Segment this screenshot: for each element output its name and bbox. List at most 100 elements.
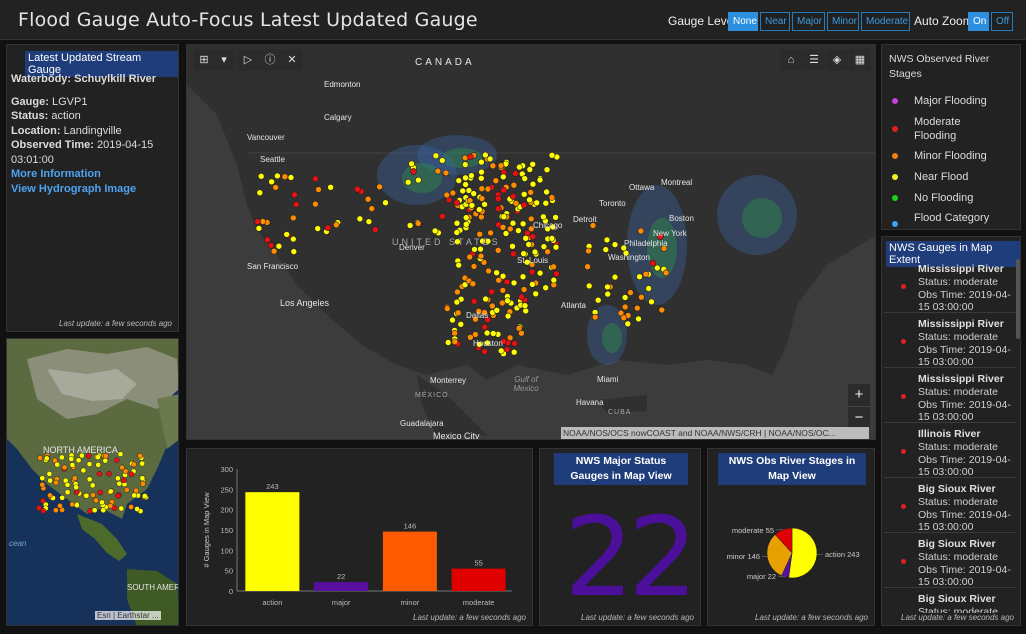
gauge-point[interactable] bbox=[312, 200, 319, 208]
gauge-point[interactable] bbox=[653, 264, 661, 272]
gauge-point[interactable] bbox=[478, 158, 485, 166]
gauge-point[interactable] bbox=[542, 199, 550, 207]
gauge-point[interactable] bbox=[494, 247, 502, 254]
overview-map-canvas[interactable] bbox=[7, 339, 179, 626]
gauge-point[interactable] bbox=[327, 184, 334, 191]
gauge-point[interactable] bbox=[522, 235, 530, 242]
gauge-point[interactable] bbox=[453, 199, 461, 206]
gauge-point[interactable] bbox=[365, 218, 373, 225]
gauge-point[interactable] bbox=[549, 223, 557, 231]
gauge-point[interactable] bbox=[451, 338, 459, 346]
gauge-point[interactable] bbox=[333, 221, 340, 229]
more-information-link[interactable]: More Information bbox=[11, 168, 101, 180]
gauge-level-major-button[interactable]: Major bbox=[792, 12, 825, 31]
gauge-point[interactable] bbox=[540, 243, 548, 250]
gauge-point[interactable] bbox=[454, 288, 461, 296]
gauge-point[interactable] bbox=[443, 191, 451, 199]
gauge-point[interactable] bbox=[444, 339, 452, 346]
gauge-point[interactable] bbox=[290, 235, 297, 243]
gauge-point[interactable] bbox=[484, 316, 492, 324]
gauge-point[interactable] bbox=[287, 174, 295, 181]
overview-map[interactable]: NORTH AMERICA SOUTH AMERI cean Esri | Ea… bbox=[6, 338, 179, 626]
gauge-point[interactable] bbox=[256, 189, 264, 196]
gauge-point[interactable] bbox=[520, 250, 527, 257]
gauge-point[interactable] bbox=[553, 270, 560, 278]
gauge-point[interactable] bbox=[492, 177, 500, 184]
info-icon[interactable]: ⓘ bbox=[259, 49, 281, 71]
bar-action[interactable] bbox=[245, 492, 300, 591]
gauge-point[interactable] bbox=[482, 151, 489, 159]
gauge-point[interactable] bbox=[502, 230, 510, 237]
gauge-point[interactable] bbox=[442, 169, 450, 177]
gauge-point[interactable] bbox=[526, 166, 534, 173]
gauge-point[interactable] bbox=[603, 236, 611, 244]
gauge-point[interactable] bbox=[455, 261, 463, 269]
gauge-point[interactable] bbox=[529, 233, 537, 240]
gauge-point[interactable] bbox=[624, 320, 632, 328]
gauge-point[interactable] bbox=[533, 199, 541, 207]
gauge-point[interactable] bbox=[281, 173, 289, 180]
gauge-point[interactable] bbox=[499, 287, 507, 294]
gauge-point[interactable] bbox=[477, 175, 485, 182]
gauge-point[interactable] bbox=[510, 279, 518, 287]
gauge-point[interactable] bbox=[658, 306, 666, 314]
gauge-point[interactable] bbox=[468, 202, 476, 209]
gauge-point[interactable] bbox=[591, 313, 599, 321]
bar-moderate[interactable] bbox=[451, 568, 506, 591]
gauge-point[interactable] bbox=[611, 241, 619, 248]
gauge-point[interactable] bbox=[451, 329, 459, 337]
gauge-point[interactable] bbox=[638, 293, 645, 301]
gauge-point[interactable] bbox=[499, 173, 507, 181]
gauge-point[interactable] bbox=[268, 178, 275, 186]
gauge-level-moderate-button[interactable]: Moderate bbox=[861, 12, 910, 31]
gauge-point[interactable] bbox=[494, 195, 502, 202]
gauge-list-item[interactable]: Mississippi River Status: moderate Obs Tim… bbox=[884, 259, 1016, 313]
gauge-point[interactable] bbox=[481, 309, 488, 316]
gauge-point[interactable] bbox=[453, 219, 461, 227]
gauge-point[interactable] bbox=[488, 302, 496, 310]
gauge-point[interactable] bbox=[602, 246, 610, 253]
gauge-point[interactable] bbox=[523, 258, 531, 266]
gauge-point[interactable] bbox=[267, 242, 275, 249]
gauge-point[interactable] bbox=[656, 233, 664, 240]
pie-slice-moderate[interactable] bbox=[774, 527, 793, 554]
gauge-level-near-button[interactable]: Near bbox=[760, 12, 790, 31]
gauge-point[interactable] bbox=[493, 306, 501, 314]
gauge-point[interactable] bbox=[548, 152, 556, 159]
gauge-point[interactable] bbox=[499, 272, 507, 280]
gauge-point[interactable] bbox=[536, 176, 544, 184]
gauge-point[interactable] bbox=[478, 168, 485, 176]
gauge-point[interactable] bbox=[611, 273, 619, 281]
gauge-point[interactable] bbox=[470, 297, 478, 305]
gauge-point[interactable] bbox=[475, 206, 483, 213]
gauge-point[interactable] bbox=[621, 294, 629, 301]
gauge-point[interactable] bbox=[254, 218, 261, 225]
gauge-point[interactable] bbox=[488, 288, 496, 296]
gauge-point[interactable] bbox=[636, 273, 643, 280]
gauge-point[interactable] bbox=[312, 175, 319, 183]
gauge-point[interactable] bbox=[510, 250, 517, 258]
gauge-point[interactable] bbox=[410, 168, 417, 175]
gauge-point[interactable] bbox=[489, 330, 497, 337]
gauge-point[interactable] bbox=[504, 297, 511, 304]
gauge-point[interactable] bbox=[468, 172, 475, 179]
gauge-point[interactable] bbox=[543, 188, 550, 196]
gauge-point[interactable] bbox=[620, 314, 628, 322]
gauge-point[interactable] bbox=[648, 298, 655, 306]
zoom-in-button[interactable]: + bbox=[848, 384, 870, 406]
gauge-point[interactable] bbox=[521, 302, 529, 310]
gauge-level-none-button[interactable]: None bbox=[728, 12, 758, 31]
gauge-point[interactable] bbox=[255, 225, 263, 232]
gauge-point[interactable] bbox=[485, 267, 492, 275]
gauge-point[interactable] bbox=[550, 276, 558, 284]
gauge-point[interactable] bbox=[543, 166, 551, 173]
gauge-point[interactable] bbox=[604, 290, 612, 298]
gauge-point[interactable] bbox=[465, 187, 473, 194]
gauge-point[interactable] bbox=[479, 237, 486, 245]
gauge-point[interactable] bbox=[589, 222, 597, 229]
gauge-point[interactable] bbox=[621, 303, 629, 311]
gauge-point[interactable] bbox=[453, 298, 461, 306]
gauge-point[interactable] bbox=[477, 245, 484, 253]
layers-icon[interactable]: ◈ bbox=[826, 49, 848, 71]
gauge-point[interactable] bbox=[274, 172, 281, 180]
